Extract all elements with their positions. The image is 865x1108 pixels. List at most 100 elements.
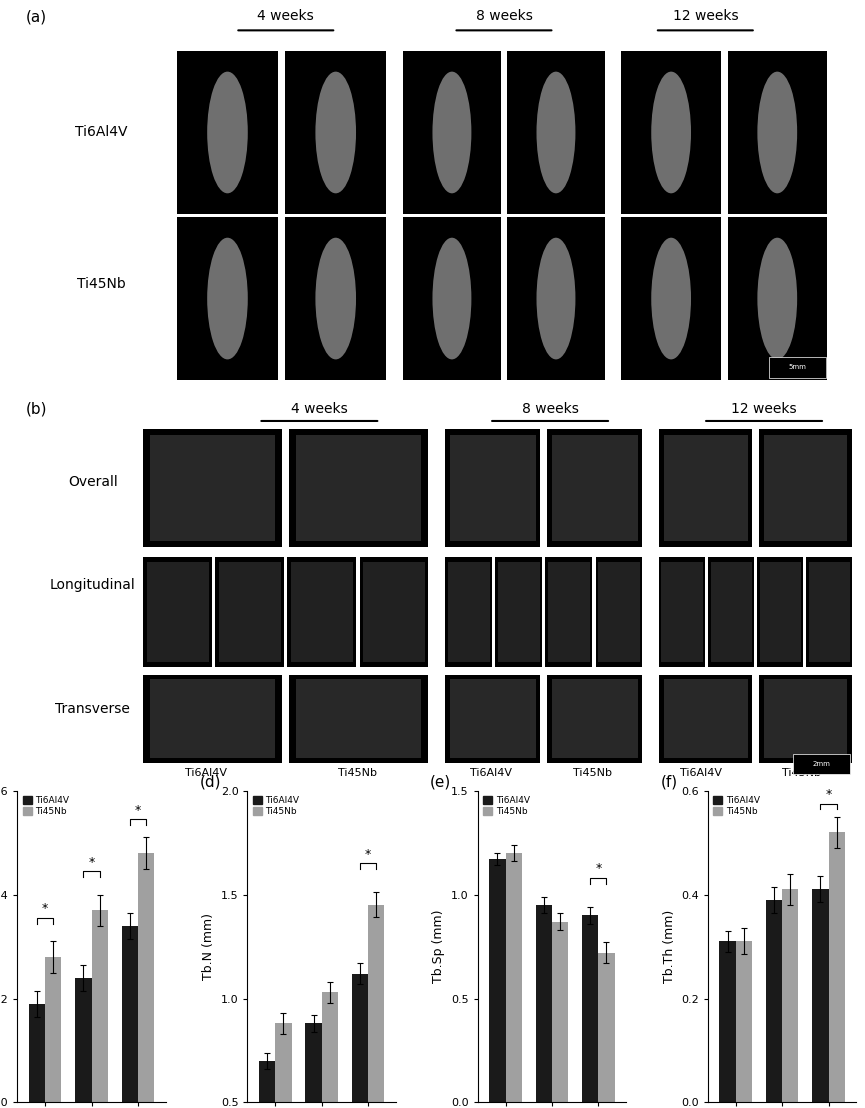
Bar: [727, 217, 827, 380]
Bar: [447, 562, 490, 661]
Bar: [368, 905, 384, 1108]
Y-axis label: Tb.N (mm): Tb.N (mm): [202, 913, 215, 979]
Text: (e): (e): [430, 774, 452, 790]
Ellipse shape: [758, 72, 798, 193]
Bar: [663, 679, 747, 758]
Text: (a): (a): [26, 9, 47, 24]
Ellipse shape: [316, 72, 356, 193]
Bar: [552, 922, 568, 1102]
Bar: [285, 217, 387, 380]
Text: *: *: [88, 855, 94, 869]
Bar: [812, 890, 829, 1102]
Text: (b): (b): [26, 402, 48, 417]
Bar: [92, 910, 108, 1102]
Bar: [275, 1024, 292, 1108]
Legend: Ti6Al4V, Ti45Nb: Ti6Al4V, Ti45Nb: [22, 796, 70, 818]
Bar: [759, 675, 852, 762]
Bar: [766, 900, 782, 1102]
Bar: [720, 942, 736, 1102]
Bar: [45, 957, 61, 1102]
Bar: [507, 51, 605, 214]
Bar: [708, 556, 754, 667]
Bar: [548, 675, 643, 762]
Bar: [829, 832, 845, 1102]
Text: Ti6Al4V: Ti6Al4V: [680, 768, 722, 778]
Bar: [450, 434, 535, 541]
Bar: [352, 974, 368, 1108]
Text: Transverse: Transverse: [55, 702, 131, 716]
Bar: [535, 905, 552, 1102]
Ellipse shape: [316, 238, 356, 359]
Text: 2mm: 2mm: [813, 761, 831, 767]
Bar: [445, 556, 492, 667]
Y-axis label: Tb.Sp (mm): Tb.Sp (mm): [432, 910, 445, 983]
Bar: [445, 429, 541, 547]
Text: Ti45Nb: Ti45Nb: [337, 768, 376, 778]
Ellipse shape: [536, 72, 575, 193]
Text: Overall: Overall: [68, 475, 118, 489]
Text: 8 weeks: 8 weeks: [522, 402, 579, 416]
Bar: [287, 556, 356, 667]
Bar: [552, 434, 638, 541]
Bar: [285, 51, 387, 214]
Ellipse shape: [758, 238, 798, 359]
Text: Longitudinal: Longitudinal: [50, 578, 136, 592]
Bar: [596, 556, 643, 667]
Bar: [505, 853, 522, 1102]
Text: 4 weeks: 4 weeks: [258, 9, 314, 23]
Text: 4 weeks: 4 weeks: [291, 402, 348, 416]
Bar: [363, 562, 425, 661]
Bar: [507, 217, 605, 380]
Ellipse shape: [536, 238, 575, 359]
Text: *: *: [595, 862, 601, 875]
Bar: [546, 556, 593, 667]
Bar: [219, 562, 280, 661]
Bar: [764, 434, 848, 541]
Ellipse shape: [651, 72, 691, 193]
Bar: [144, 556, 212, 667]
Legend: Ti6Al4V, Ti45Nb: Ti6Al4V, Ti45Nb: [482, 796, 530, 818]
Text: (f): (f): [660, 774, 677, 790]
Bar: [296, 434, 421, 541]
Legend: Ti6Al4V, Ti45Nb: Ti6Al4V, Ti45Nb: [252, 796, 300, 818]
Bar: [552, 679, 638, 758]
Text: Ti45Nb: Ti45Nb: [782, 768, 821, 778]
Ellipse shape: [208, 238, 247, 359]
Text: *: *: [825, 788, 831, 801]
Bar: [260, 1060, 275, 1108]
Ellipse shape: [432, 238, 471, 359]
Bar: [769, 357, 826, 378]
Bar: [450, 679, 535, 758]
Bar: [151, 679, 275, 758]
Bar: [305, 1024, 322, 1108]
Bar: [296, 679, 421, 758]
Bar: [764, 679, 848, 758]
Bar: [659, 429, 753, 547]
Bar: [144, 675, 283, 762]
Text: 8 weeks: 8 weeks: [476, 9, 532, 23]
Y-axis label: Tb.Th (mm): Tb.Th (mm): [663, 910, 676, 983]
Bar: [146, 562, 208, 661]
Bar: [662, 562, 702, 661]
Text: 12 weeks: 12 weeks: [672, 9, 738, 23]
Bar: [289, 429, 428, 547]
Ellipse shape: [432, 72, 471, 193]
Text: Ti6Al4V: Ti6Al4V: [75, 124, 127, 138]
Bar: [582, 915, 599, 1102]
Text: *: *: [365, 848, 371, 861]
Bar: [490, 859, 505, 1102]
Text: 12 weeks: 12 weeks: [731, 402, 797, 416]
Bar: [548, 429, 643, 547]
Bar: [759, 429, 852, 547]
Text: Ti45Nb: Ti45Nb: [77, 277, 125, 291]
Bar: [663, 434, 747, 541]
Bar: [809, 562, 850, 661]
Text: *: *: [135, 803, 141, 817]
Text: (d): (d): [200, 774, 221, 790]
Legend: Ti6Al4V, Ti45Nb: Ti6Al4V, Ti45Nb: [713, 796, 761, 818]
Bar: [122, 926, 138, 1102]
Bar: [403, 51, 501, 214]
Bar: [727, 51, 827, 214]
Bar: [659, 675, 753, 762]
Bar: [759, 562, 801, 661]
